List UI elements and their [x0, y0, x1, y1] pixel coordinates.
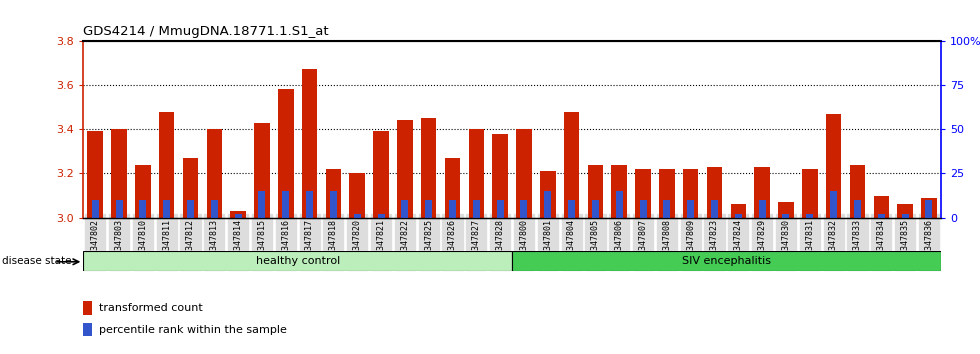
- Text: transformed count: transformed count: [99, 303, 203, 313]
- Bar: [83, 322, 92, 336]
- Bar: [854, 200, 860, 218]
- Bar: [259, 191, 266, 218]
- Bar: [826, 114, 842, 218]
- Bar: [759, 200, 765, 218]
- Bar: [83, 251, 512, 271]
- Bar: [445, 158, 461, 218]
- Bar: [83, 301, 92, 315]
- Bar: [802, 169, 817, 218]
- Bar: [468, 129, 484, 218]
- Bar: [159, 112, 174, 218]
- Bar: [830, 191, 837, 218]
- Bar: [135, 165, 151, 218]
- Bar: [421, 118, 436, 218]
- Bar: [302, 69, 318, 218]
- Bar: [568, 200, 575, 218]
- Bar: [278, 89, 293, 218]
- Text: GDS4214 / MmugDNA.18771.1.S1_at: GDS4214 / MmugDNA.18771.1.S1_at: [83, 25, 329, 38]
- Text: healthy control: healthy control: [256, 256, 340, 266]
- Bar: [663, 200, 670, 218]
- Bar: [612, 165, 627, 218]
- Bar: [707, 167, 722, 218]
- Bar: [377, 214, 384, 218]
- Bar: [112, 129, 126, 218]
- Bar: [373, 131, 389, 218]
- Bar: [207, 129, 222, 218]
- Bar: [164, 200, 171, 218]
- Bar: [921, 198, 937, 218]
- Bar: [564, 112, 579, 218]
- Bar: [402, 200, 409, 218]
- Bar: [234, 214, 242, 218]
- Bar: [472, 200, 480, 218]
- Text: disease state: disease state: [2, 256, 72, 266]
- Bar: [187, 200, 194, 218]
- Bar: [330, 191, 337, 218]
- Bar: [350, 173, 365, 218]
- Bar: [850, 165, 865, 218]
- Bar: [354, 214, 361, 218]
- Bar: [925, 200, 932, 218]
- Bar: [898, 205, 912, 218]
- Bar: [544, 191, 552, 218]
- Bar: [92, 200, 99, 218]
- Bar: [116, 200, 122, 218]
- Bar: [540, 171, 556, 218]
- Text: percentile rank within the sample: percentile rank within the sample: [99, 325, 287, 335]
- Bar: [325, 169, 341, 218]
- Bar: [755, 167, 770, 218]
- Bar: [878, 214, 885, 218]
- Bar: [640, 200, 647, 218]
- Bar: [687, 200, 694, 218]
- Bar: [497, 200, 504, 218]
- Bar: [615, 191, 622, 218]
- Bar: [592, 200, 599, 218]
- Bar: [492, 134, 508, 218]
- Bar: [683, 169, 699, 218]
- Bar: [782, 214, 790, 218]
- Bar: [735, 214, 742, 218]
- Bar: [425, 200, 432, 218]
- Bar: [588, 165, 603, 218]
- Bar: [139, 200, 146, 218]
- Bar: [902, 214, 908, 218]
- Bar: [520, 200, 527, 218]
- Bar: [211, 200, 218, 218]
- Bar: [731, 205, 746, 218]
- Text: SIV encephalitis: SIV encephalitis: [682, 256, 771, 266]
- Bar: [516, 129, 532, 218]
- Bar: [635, 169, 651, 218]
- Bar: [282, 191, 289, 218]
- Bar: [778, 202, 794, 218]
- Bar: [807, 214, 813, 218]
- Bar: [87, 131, 103, 218]
- Bar: [182, 158, 198, 218]
- Bar: [512, 251, 941, 271]
- Bar: [711, 200, 718, 218]
- Bar: [449, 200, 456, 218]
- Bar: [254, 122, 270, 218]
- Bar: [306, 191, 313, 218]
- Bar: [230, 211, 246, 218]
- Bar: [397, 120, 413, 218]
- Bar: [660, 169, 674, 218]
- Bar: [873, 195, 889, 218]
